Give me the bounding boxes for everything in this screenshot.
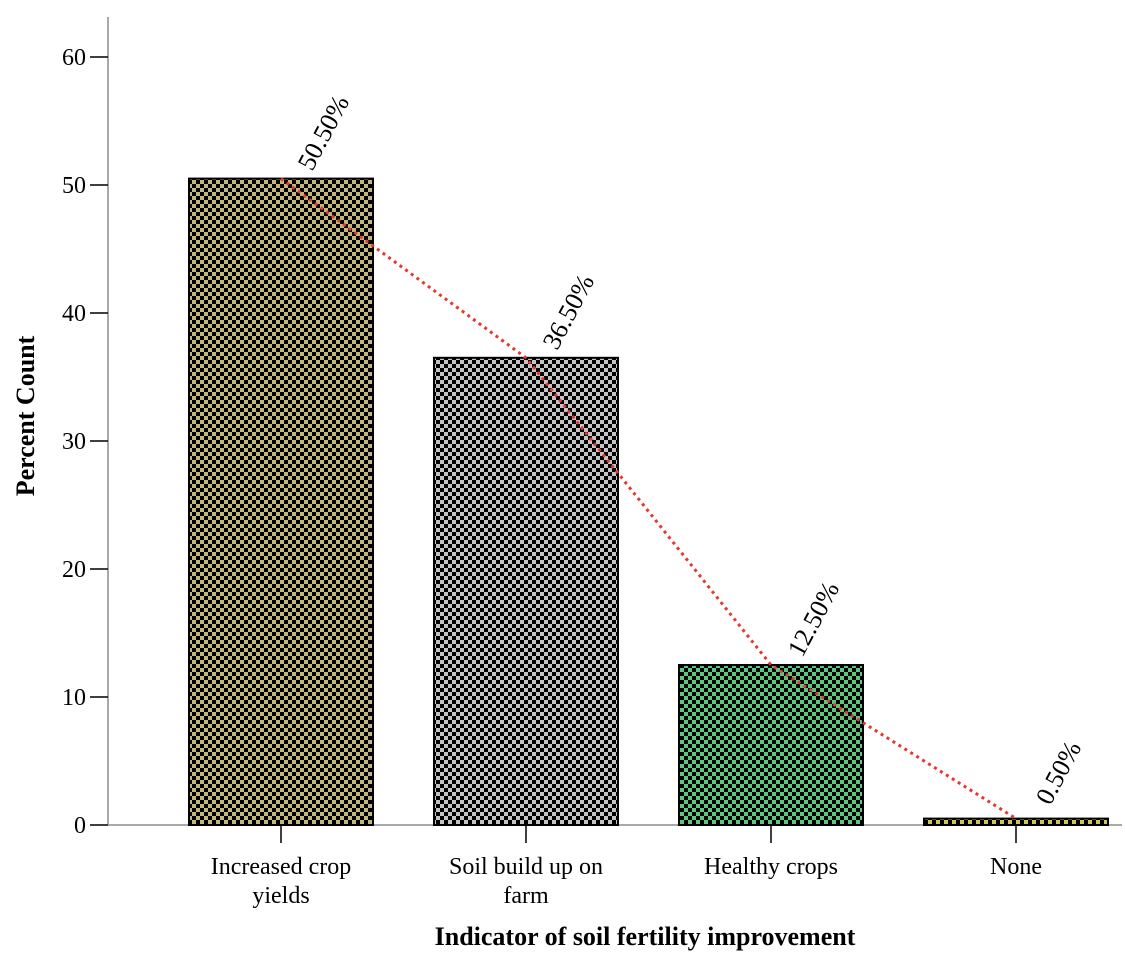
x-axis-title: Indicator of soil fertility improvement: [435, 922, 856, 951]
y-tick-label: 50: [62, 173, 86, 199]
x-tick-label: yields: [252, 883, 309, 909]
bar: [188, 177, 374, 827]
x-tick-label: Increased crop: [211, 854, 352, 880]
bar: [678, 664, 864, 826]
y-tick-label: 60: [62, 45, 86, 71]
bar: [433, 356, 619, 826]
bars: [188, 177, 1109, 827]
y-tick-label: 30: [62, 429, 86, 455]
trend-line-group: [280, 177, 1017, 820]
x-tick-label: Soil build up on: [449, 854, 603, 880]
data-label: 12.50%: [782, 577, 845, 661]
bar: [923, 817, 1109, 826]
x-tick-label: Healthy crops: [704, 854, 838, 880]
y-tick-label: 0: [74, 813, 86, 839]
trend-line: [280, 177, 1017, 820]
y-tick-label: 10: [62, 685, 86, 711]
data-label: 36.50%: [537, 270, 600, 354]
data-label: 0.50%: [1030, 736, 1087, 809]
x-tick-label: None: [990, 854, 1042, 880]
x-tick-label: farm: [503, 883, 549, 909]
y-axis-title: Percent Count: [11, 335, 40, 496]
y-tick-label: 40: [62, 301, 86, 327]
data-label: 50.50%: [292, 90, 355, 174]
y-tick-label: 20: [62, 557, 86, 583]
